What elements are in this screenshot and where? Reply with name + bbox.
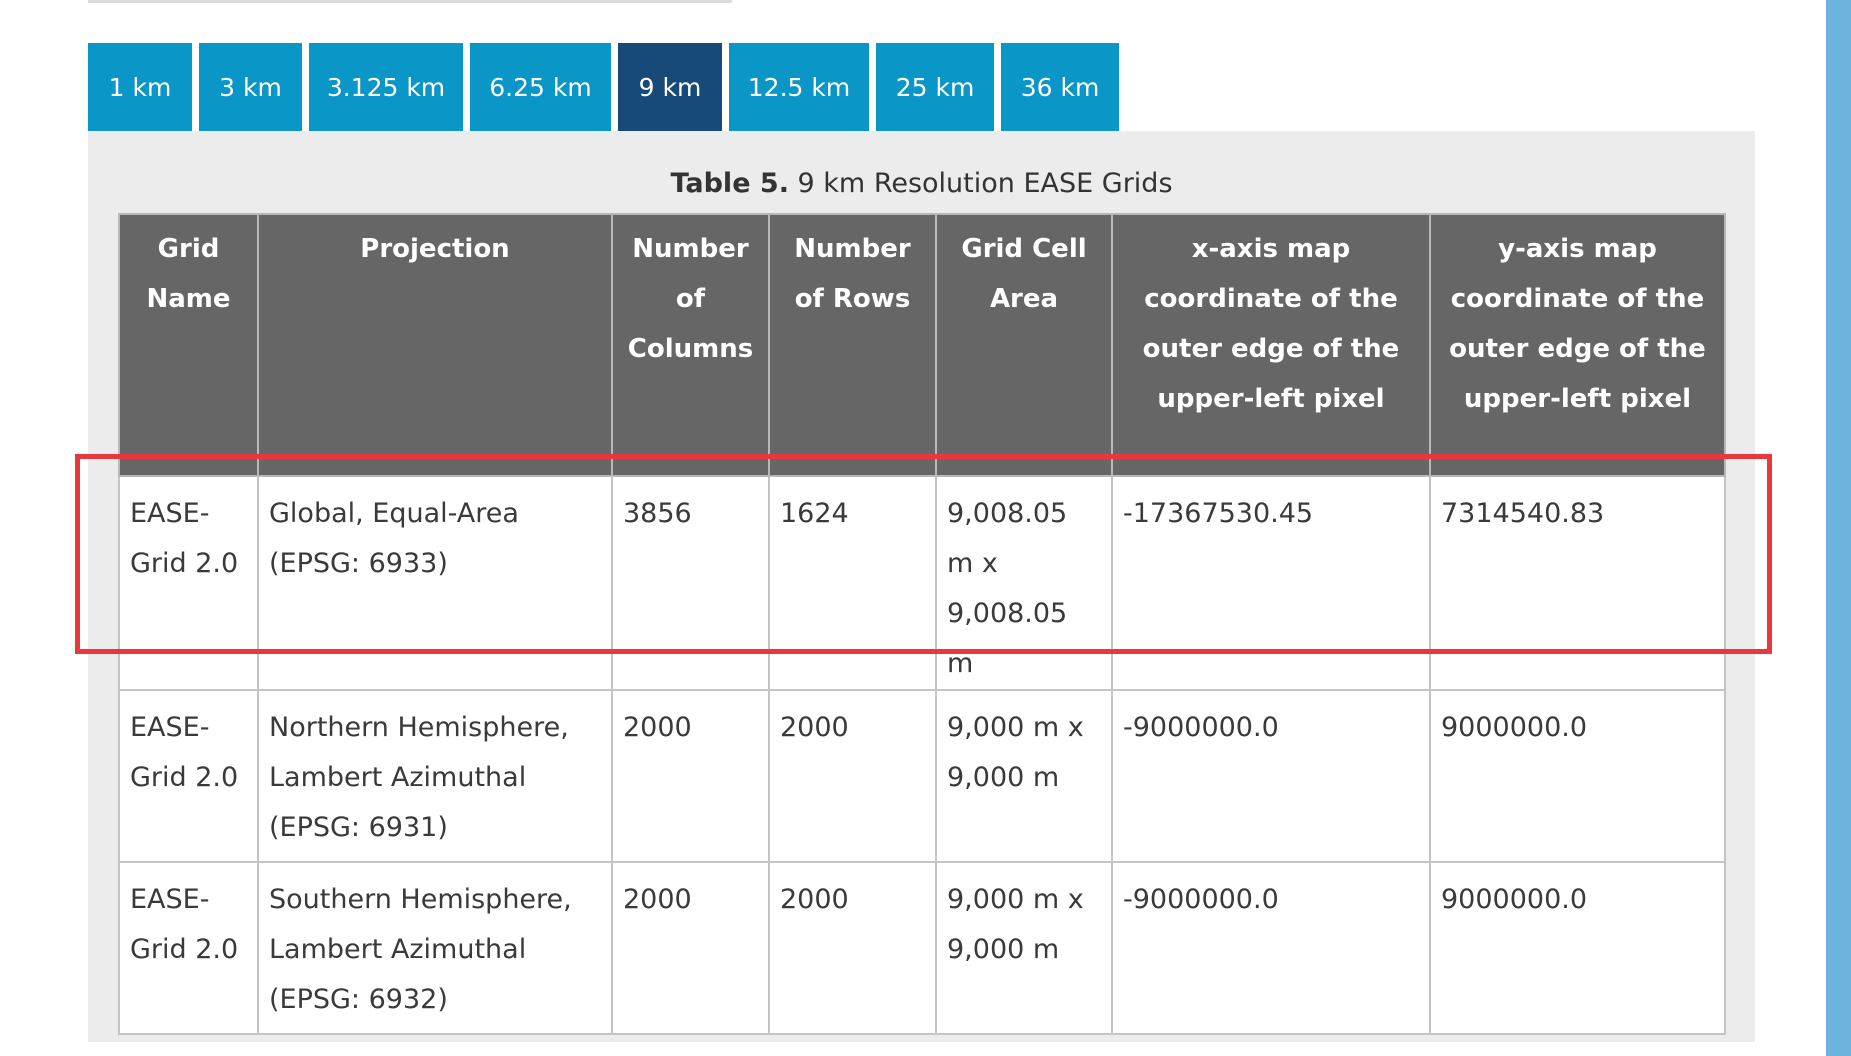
tab-36km[interactable]: 36 km (1001, 43, 1119, 131)
header-x-coord: x-axis map coordinate of the outer edge … (1111, 213, 1431, 477)
cell-projection: Northern Hemisphere, Lambert Azimuthal (… (257, 689, 613, 863)
cell-grid-name: EASE-Grid 2.0 (118, 861, 259, 1035)
tab-9km[interactable]: 9 km (618, 43, 722, 131)
tab-1km[interactable]: 1 km (88, 43, 192, 131)
cell-x-coord: -9000000.0 (1111, 861, 1431, 1035)
cell-grid-name: EASE-Grid 2.0 (118, 689, 259, 863)
header-grid-name: Grid Name (118, 213, 259, 477)
cell-columns: 3856 (611, 475, 770, 691)
tab-panel: Table 5. 9 km Resolution EASE Grids Grid… (88, 131, 1755, 1042)
cell-y-coord: 9000000.0 (1429, 861, 1726, 1035)
header-columns: Number of Columns (611, 213, 770, 477)
cell-projection: Global, Equal-Area (EPSG: 6933) (257, 475, 613, 691)
header-projection: Projection (257, 213, 613, 477)
tab-3-125km[interactable]: 3.125 km (309, 43, 463, 131)
header-y-coord: y-axis map coordinate of the outer edge … (1429, 213, 1726, 477)
cell-rows: 2000 (768, 689, 937, 863)
resolution-tabs: 1 km 3 km 3.125 km 6.25 km 9 km 12.5 km … (88, 43, 1119, 131)
cell-columns: 2000 (611, 689, 770, 863)
tab-12-5km[interactable]: 12.5 km (729, 43, 869, 131)
table-caption-label: Table 5. (670, 168, 789, 199)
header-rows: Number of Rows (768, 213, 937, 477)
cell-grid-name: EASE-Grid 2.0 (118, 475, 259, 691)
cell-x-coord: -9000000.0 (1111, 689, 1431, 863)
cell-area: 9,000 m x 9,000 m (935, 861, 1113, 1035)
cell-rows: 1624 (768, 475, 937, 691)
top-divider (88, 0, 732, 3)
tab-3km[interactable]: 3 km (199, 43, 302, 131)
cell-area: 9,000 m x 9,000 m (935, 689, 1113, 863)
table-caption-text: 9 km Resolution EASE Grids (788, 168, 1173, 199)
cell-columns: 2000 (611, 861, 770, 1035)
cell-x-coord: -17367530.45 (1111, 475, 1431, 691)
cell-area: 9,008.05 m x 9,008.05 m (935, 475, 1113, 691)
table-row: EASE-Grid 2.0 Southern Hemisphere, Lambe… (118, 861, 1726, 1035)
tab-25km[interactable]: 25 km (876, 43, 994, 131)
cell-y-coord: 7314540.83 (1429, 475, 1726, 691)
ease-grids-table: Grid Name Projection Number of Columns N… (118, 213, 1726, 1035)
tab-6-25km[interactable]: 6.25 km (470, 43, 611, 131)
cell-rows: 2000 (768, 861, 937, 1035)
cell-y-coord: 9000000.0 (1429, 689, 1726, 863)
table-header-row: Grid Name Projection Number of Columns N… (118, 213, 1726, 477)
table-caption: Table 5. 9 km Resolution EASE Grids (88, 168, 1755, 199)
table-row: EASE-Grid 2.0 Global, Equal-Area (EPSG: … (118, 475, 1726, 691)
cell-projection: Southern Hemisphere, Lambert Azimuthal (… (257, 861, 613, 1035)
table-row: EASE-Grid 2.0 Northern Hemisphere, Lambe… (118, 689, 1726, 863)
header-cell-area: Grid Cell Area (935, 213, 1113, 477)
side-scroll-bar (1826, 0, 1851, 1056)
